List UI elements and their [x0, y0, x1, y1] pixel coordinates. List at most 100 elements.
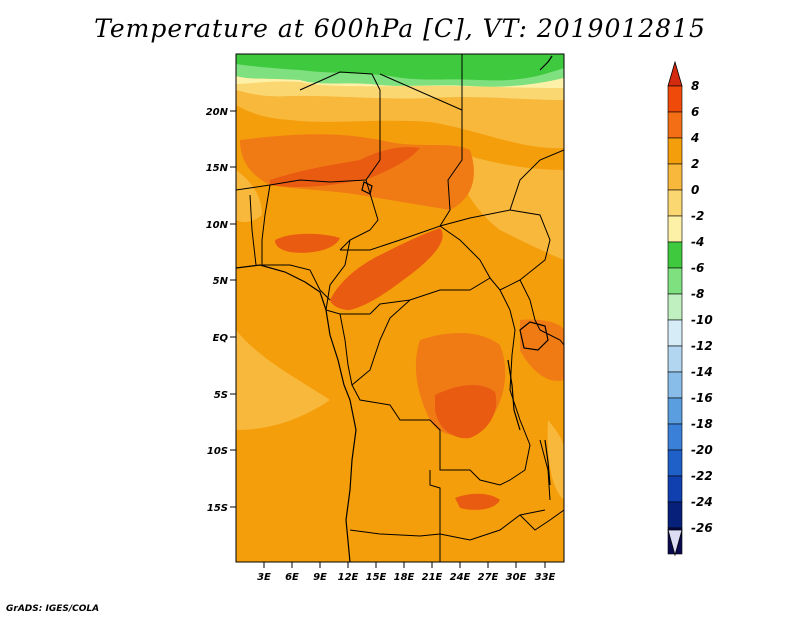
- field-cool-east: [450, 150, 564, 260]
- lat-label-eq: EQ: [213, 333, 229, 344]
- colorbar-segment-10: [667, 345, 683, 373]
- border-angola-zambia: [429, 470, 441, 534]
- country-borders: [236, 54, 564, 562]
- field-hot-central: [330, 228, 443, 310]
- lon-label-9e: 9E: [313, 572, 327, 583]
- lon-label-3e: 3E: [257, 572, 271, 583]
- lon-label-24e: 24E: [450, 572, 471, 583]
- border-niger-south: [236, 179, 367, 191]
- field-cool-eastcoast: [547, 420, 564, 500]
- border-chad-niger-north: [299, 71, 381, 160]
- border-moz: [519, 509, 564, 531]
- lon-label-33e: 33E: [535, 572, 556, 583]
- colorbar-segment-2: [667, 137, 683, 165]
- colorbar-segment-5: [667, 215, 683, 243]
- lon-axis: 3E 6E 9E 12E 15E 18E 21E 24E 27E 30E 33E: [257, 562, 556, 583]
- colorbar-segment-13: [667, 423, 683, 451]
- border-zambia-south: [439, 509, 546, 541]
- field-cool-southwest: [236, 330, 330, 430]
- border-sudan-ethiopia: [509, 149, 564, 211]
- lat-label-10s: 10S: [207, 446, 228, 457]
- lat-label-5n: 5N: [213, 276, 229, 287]
- cb-label-m24: -24: [691, 495, 713, 509]
- colorbar-segment-16: [667, 501, 683, 529]
- cb-label-6: 6: [691, 105, 699, 119]
- lake-malawi: [544, 439, 551, 486]
- colorbar-segment-4: [667, 189, 683, 217]
- colorbar: 8 6 4 2 0 -2 -4 -6 -8 -10 -12 -14 -16 -1…: [667, 60, 713, 557]
- lake-tanganyika: [507, 359, 521, 431]
- border-southsudan: [439, 209, 551, 291]
- lon-label-18e: 18E: [394, 572, 415, 583]
- field-green-north: [236, 54, 564, 81]
- cb-label-m6: -6: [691, 261, 704, 275]
- lat-label-10n: 10N: [206, 220, 229, 231]
- lon-label-6e: 6E: [285, 572, 299, 583]
- cb-label-m14: -14: [691, 365, 713, 379]
- lon-label-12e: 12E: [338, 572, 359, 583]
- lat-label-5s: 5S: [214, 390, 228, 401]
- field-hot-south: [455, 493, 500, 510]
- cb-label-0: 0: [691, 183, 699, 197]
- border-benin: [249, 194, 257, 266]
- grads-credit: GrADS: IGES/COLA: [6, 604, 100, 614]
- cb-label-m20: -20: [691, 443, 713, 457]
- border-uganda-kenya: [519, 279, 541, 331]
- lat-label-15s: 15S: [207, 503, 228, 514]
- border-angola-drc: [351, 384, 511, 486]
- coast-gulf-of-guinea: [236, 264, 327, 311]
- colorbar-segment-6: [667, 241, 683, 269]
- field-warm-east: [520, 319, 564, 381]
- colorbar-segment-9: [667, 319, 683, 347]
- cb-label-m4: -4: [691, 235, 704, 249]
- map-frame: [235, 53, 565, 563]
- lat-label-15n: 15N: [206, 163, 229, 174]
- border-nigeria: [261, 184, 331, 301]
- colorbar-bottom-arrow: [667, 529, 683, 557]
- colorbar-segments: [667, 85, 683, 555]
- cb-label-m16: -16: [691, 391, 713, 405]
- border-angola-south: [349, 529, 441, 537]
- field-hot-sahel: [270, 147, 420, 188]
- colorbar-segment-1: [667, 111, 683, 139]
- lon-label-30e: 30E: [506, 572, 527, 583]
- cb-label-m12: -12: [691, 339, 713, 353]
- lon-label-21e: 21E: [422, 572, 443, 583]
- cb-label-m2: -2: [691, 209, 704, 223]
- temperature-field: [236, 54, 564, 562]
- border-car: [340, 225, 491, 315]
- coastlines: [236, 55, 553, 562]
- lake-victoria: [519, 321, 549, 351]
- colorbar-segment-3: [667, 163, 683, 191]
- lon-label-27e: 27E: [478, 572, 499, 583]
- cb-label-m10: -10: [691, 313, 713, 327]
- colorbar-segment-14: [667, 449, 683, 477]
- colorbar-segment-0: [667, 85, 683, 113]
- colorbar-segment-8: [667, 293, 683, 321]
- colorbar-segment-11: [667, 371, 683, 399]
- colorbar-segment-12: [667, 397, 683, 425]
- colorbar-top-arrow: [667, 60, 683, 87]
- colorbar-labels: 8 6 4 2 0 -2 -4 -6 -8 -10 -12 -14 -16 -1…: [690, 79, 713, 535]
- lat-axis: 20N 15N 10N 5N EQ 5S 10S 15S: [206, 107, 236, 514]
- coast-west-africa: [325, 309, 357, 562]
- colorbar-segment-15: [667, 475, 683, 503]
- cb-label-4: 4: [690, 131, 699, 145]
- border-drc-east: [499, 289, 531, 481]
- border-cameroon: [325, 239, 370, 315]
- border-malawi: [539, 439, 551, 501]
- field-cool-west: [236, 170, 262, 223]
- border-chad-sudan: [439, 110, 463, 227]
- cb-label-m26: -26: [691, 521, 713, 535]
- lat-label-20n: 20N: [206, 107, 229, 118]
- cb-label-2: 2: [691, 157, 699, 171]
- field-hot-congo: [435, 384, 497, 439]
- colorbar-segment-7: [667, 267, 683, 295]
- border-congo: [339, 299, 411, 386]
- lon-label-15e: 15E: [366, 572, 387, 583]
- field-hot-west: [275, 233, 340, 253]
- cb-label-m22: -22: [691, 469, 713, 483]
- cb-label-m18: -18: [691, 417, 713, 431]
- coast-redsea: [539, 55, 553, 71]
